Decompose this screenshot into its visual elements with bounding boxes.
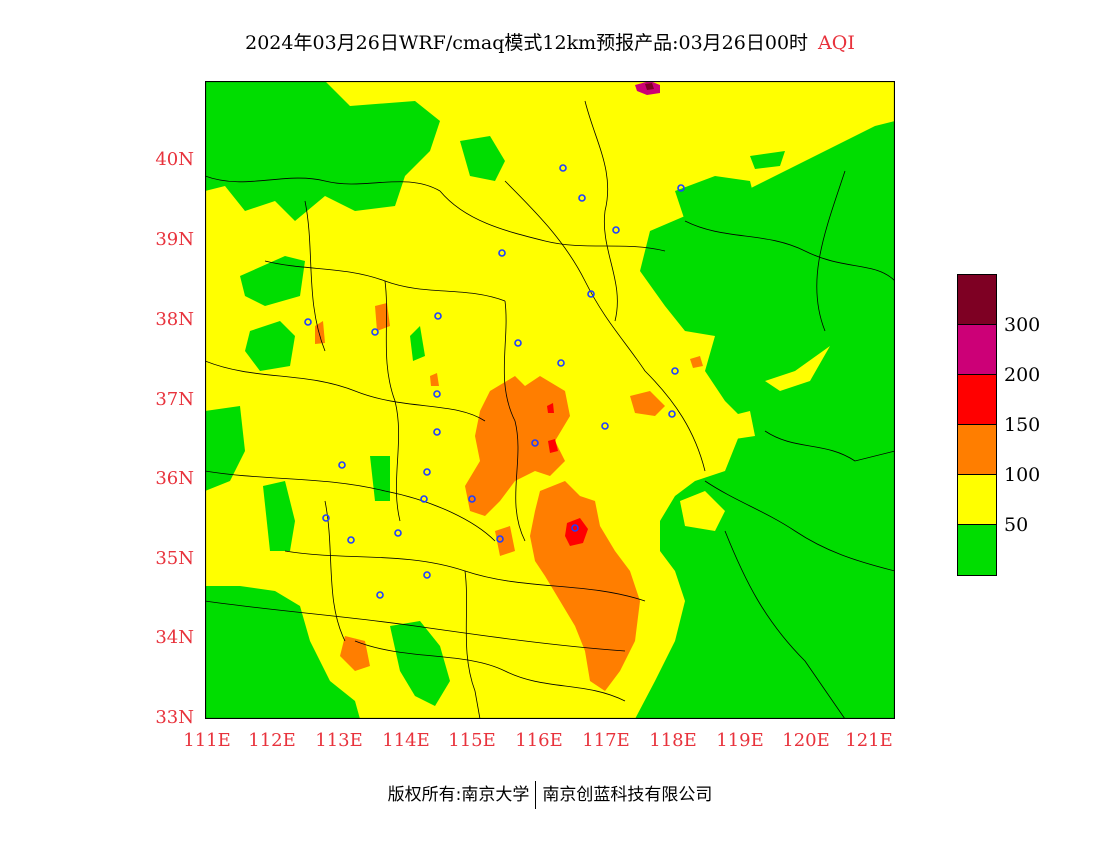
variable-label: AQI (818, 32, 855, 54)
lon-tick-121: 121E (845, 730, 893, 751)
lat-tick-35: 35N (155, 548, 194, 569)
lat-tick-34: 34N (155, 627, 194, 648)
legend-label-50: 50 (1004, 514, 1029, 536)
copyright-footer: 版权所有:南京大学 南京创蓝科技有限公司 (0, 780, 1100, 809)
copyright-right: 南京创蓝科技有限公司 (542, 785, 713, 805)
legend-label-100: 100 (1004, 464, 1041, 486)
city-markers (304, 164, 685, 599)
lat-tick-37: 37N (155, 389, 194, 410)
map-title: 2024年03月26日WRF/cmaq模式12km预报产品:03月26日00时 A… (0, 28, 1100, 55)
aqi-300-plus-spot (645, 83, 654, 90)
legend-swatch-0-50 (957, 524, 997, 576)
map-frame (205, 81, 895, 719)
aqi-map (205, 81, 895, 719)
lon-tick-114: 114E (382, 730, 430, 751)
copyright-left: 版权所有:南京大学 (387, 785, 530, 805)
county-boundaries (205, 100, 895, 719)
lon-tick-113: 113E (315, 730, 363, 751)
legend-label-150: 150 (1004, 414, 1041, 436)
aqi-100-150-areas (315, 303, 703, 691)
lat-tick-40: 40N (155, 149, 194, 170)
footer-separator (535, 781, 537, 809)
title-text: 2024年03月26日WRF/cmaq模式12km预报产品:03月26日00时 (245, 32, 809, 54)
lon-tick-117: 117E (582, 730, 630, 751)
aqi-150-200-areas (547, 403, 588, 546)
lat-tick-33: 33N (155, 707, 194, 728)
lon-tick-115: 115E (448, 730, 496, 751)
legend-label-300: 300 (1004, 314, 1041, 336)
lat-tick-39: 39N (155, 229, 194, 250)
lon-tick-116: 116E (515, 730, 563, 751)
lon-tick-112: 112E (248, 730, 296, 751)
lon-tick-120: 120E (782, 730, 830, 751)
aqi-legend (957, 274, 997, 576)
aqi-0-50-areas (205, 81, 895, 719)
lon-tick-118: 118E (649, 730, 697, 751)
legend-swatch-50-100 (957, 474, 997, 526)
legend-swatch-150-200 (957, 374, 997, 426)
aqi-50-100-shandong (680, 346, 830, 531)
lon-tick-111: 111E (183, 730, 231, 751)
legend-swatch-200-300 (957, 324, 997, 376)
legend-label-200: 200 (1004, 364, 1041, 386)
lon-tick-119: 119E (716, 730, 764, 751)
legend-swatch-300-plus (957, 274, 997, 326)
lat-tick-36: 36N (155, 468, 194, 489)
legend-swatch-100-150 (957, 424, 997, 476)
lat-tick-38: 38N (155, 309, 194, 330)
